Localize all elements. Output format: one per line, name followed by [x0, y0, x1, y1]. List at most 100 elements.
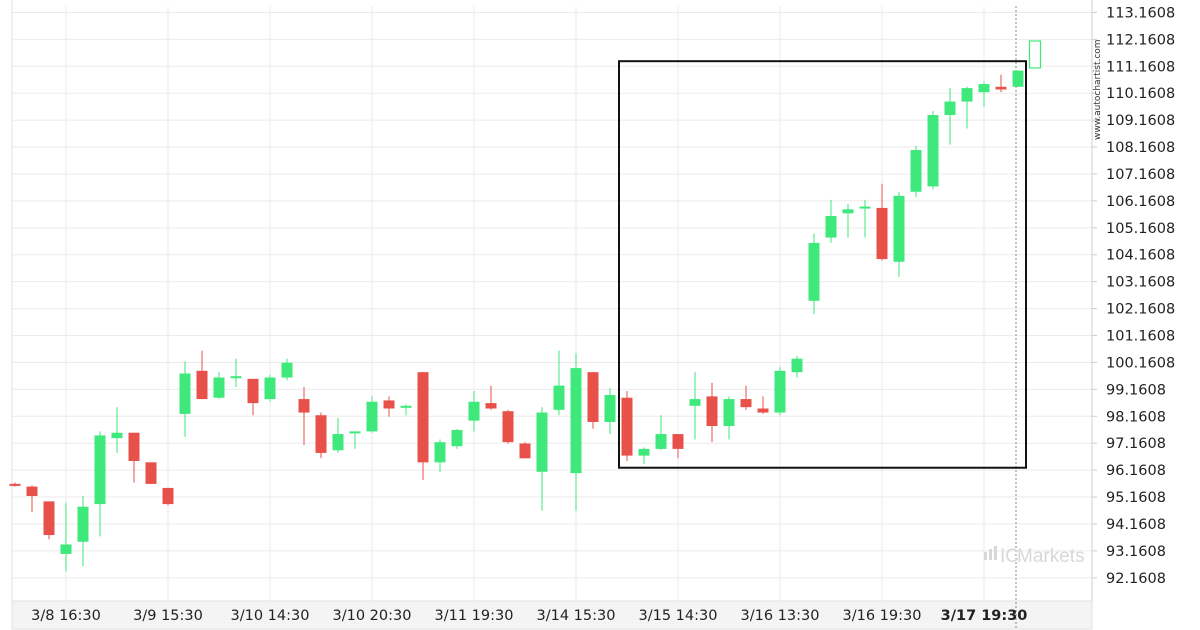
candle-body	[774, 370, 786, 413]
candle-body	[451, 430, 463, 447]
bearish-candle	[9, 482, 21, 487]
candle-body	[842, 209, 854, 214]
autochartist-watermark: www.autochartist.com	[1093, 39, 1103, 140]
candle-body	[196, 370, 208, 400]
bullish-candle	[604, 388, 616, 435]
bullish-candle	[179, 361, 191, 437]
bullish-candle	[808, 233, 820, 315]
candle-body	[723, 399, 735, 426]
bullish-candle	[961, 86, 973, 129]
pattern-highlight-box	[618, 60, 1027, 469]
candle-body	[247, 378, 259, 404]
x-tick-label: 3/10 14:30	[231, 608, 310, 624]
candle-body	[893, 195, 905, 262]
y-tick-label: 102.1608	[1106, 302, 1175, 318]
bullish-candle	[944, 88, 956, 145]
bearish-candle	[587, 372, 599, 429]
x-tick-label: 3/11 19:30	[435, 608, 514, 624]
bullish-candle	[723, 396, 735, 440]
y-tick-label: 92.1608	[1106, 571, 1166, 587]
candle-body	[94, 435, 106, 505]
candle-body	[298, 399, 310, 413]
bullish-candle	[893, 191, 905, 277]
bearish-candle	[43, 501, 55, 540]
candle-body	[383, 400, 395, 409]
candle-body	[927, 115, 939, 187]
bullish-candle	[1012, 70, 1024, 87]
bullish-candle	[536, 407, 548, 511]
bearish-candle	[757, 396, 769, 414]
candle-body	[944, 101, 956, 116]
bearish-candle	[706, 382, 718, 443]
bullish-candle	[281, 358, 293, 381]
candle-body	[961, 88, 973, 102]
y-tick-label: 106.1608	[1106, 194, 1175, 210]
candle-body	[757, 408, 769, 413]
candle-body	[417, 372, 429, 463]
candle-body	[281, 362, 293, 378]
bullish-candle	[553, 350, 565, 416]
candle-body	[740, 399, 752, 408]
x-tick-label: 3/16 13:30	[741, 608, 820, 624]
y-tick-label: 99.1608	[1106, 382, 1166, 398]
bullish-candle	[264, 374, 276, 402]
bearish-candle	[298, 386, 310, 445]
brand-markets: Markets	[1017, 546, 1085, 567]
bearish-candle	[740, 385, 752, 410]
candle-body	[60, 544, 72, 554]
candle-body	[604, 395, 616, 422]
bearish-candle	[145, 462, 157, 484]
candle-body	[26, 486, 38, 496]
y-tick-label: 113.1608	[1106, 5, 1175, 21]
candle-body	[332, 434, 344, 451]
bullish-candle	[60, 502, 72, 572]
candle-body	[995, 86, 1007, 90]
candle-body	[468, 401, 480, 421]
y-tick-label: 108.1608	[1106, 140, 1175, 156]
candle-body	[349, 431, 361, 434]
candle-body	[1012, 70, 1024, 87]
bullish-candle	[825, 199, 837, 243]
candle-body	[876, 207, 888, 260]
bearish-candle	[162, 487, 174, 506]
candle-body	[77, 506, 89, 542]
bullish-candle	[349, 431, 361, 449]
candle-body	[672, 434, 684, 449]
bearish-candle	[519, 442, 531, 459]
bullish-candle	[927, 111, 939, 190]
bearish-candle	[128, 432, 140, 483]
candle-body	[519, 443, 531, 459]
candle-body	[859, 206, 871, 209]
y-tick-label: 109.1608	[1106, 113, 1175, 129]
bullish-candle	[638, 447, 650, 464]
candle-body	[689, 399, 701, 406]
candle-body	[366, 401, 378, 432]
bullish-candle	[77, 496, 89, 566]
axes: 113.1608 112.1608 111.1608 110.1608 109.1608…	[31, 0, 1175, 624]
bullish-candle	[978, 81, 990, 107]
brand-ic: IC	[1000, 546, 1019, 567]
bullish-candle	[468, 391, 480, 432]
candle-body	[638, 448, 650, 456]
bearish-candle	[383, 396, 395, 417]
highlight-box-layer	[618, 6, 1027, 629]
candle-body	[791, 358, 803, 373]
logo-bar-icon	[994, 546, 997, 560]
y-tick-label: 97.1608	[1106, 436, 1166, 452]
y-tick-label: 107.1608	[1106, 167, 1175, 183]
x-tick-label: 3/17 19:30	[941, 608, 1028, 624]
y-tick-label: 101.1608	[1106, 329, 1175, 345]
icmarkets-logo: IC Markets	[984, 546, 1085, 567]
logo-bar-icon	[989, 549, 992, 560]
bearish-candle	[621, 391, 633, 461]
candle-body	[162, 487, 174, 505]
bullish-candle	[451, 428, 463, 449]
candle-body	[179, 373, 191, 414]
bullish-candle	[94, 431, 106, 537]
bearish-candle	[995, 74, 1007, 93]
x-tick-label: 3/16 19:30	[843, 608, 922, 624]
bullish-candle	[230, 358, 242, 387]
candle-body	[621, 397, 633, 456]
candle-body	[536, 412, 548, 472]
